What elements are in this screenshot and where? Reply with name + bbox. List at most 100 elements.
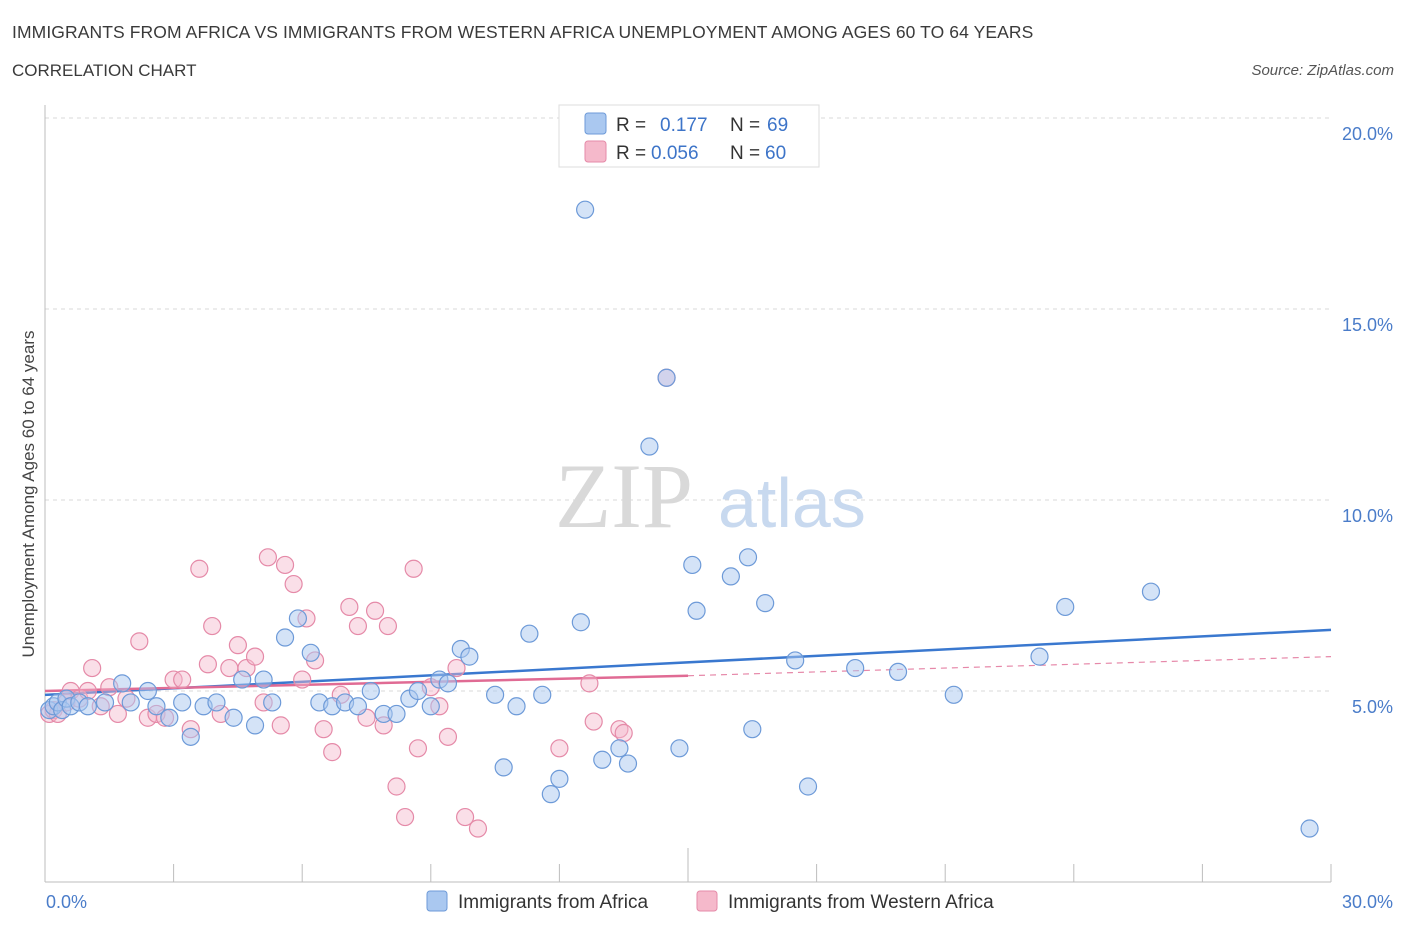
data-point-western-africa: [340, 597, 359, 617]
data-point-africa: [263, 693, 282, 712]
data-point-western-africa: [323, 743, 342, 762]
data-point-western-africa: [83, 658, 102, 678]
data-point-western-africa: [447, 658, 466, 678]
data-point-africa: [888, 662, 908, 682]
data-point-africa: [571, 613, 590, 632]
bottom-legend-western-africa: Immigrants from Western Africa: [728, 892, 994, 913]
data-point-africa: [1141, 582, 1161, 601]
data-point-africa: [687, 601, 706, 620]
y-tick-label: 15.0%: [1342, 315, 1393, 335]
data-point-western-africa: [203, 616, 222, 636]
data-point-africa: [387, 704, 406, 724]
data-point-western-africa: [404, 559, 423, 578]
bottom-legend-africa: Immigrants from Africa: [458, 892, 648, 913]
data-point-africa: [348, 697, 368, 716]
data-point-western-africa: [455, 807, 475, 827]
data-point-africa: [245, 716, 265, 735]
data-point-africa: [756, 594, 775, 613]
data-point-western-africa: [468, 819, 488, 838]
data-point-africa: [670, 739, 689, 758]
watermark-zip: ZIP: [555, 445, 693, 547]
data-point-africa: [541, 785, 560, 804]
legend-r-label-2: R =: [616, 143, 646, 164]
legend-r-value-1: 0.177: [660, 115, 708, 136]
y-tick-label: 10.0%: [1342, 506, 1393, 526]
data-point-africa: [1056, 597, 1075, 617]
legend-swatch-western-africa: [584, 140, 607, 163]
legend-n-label-2: N =: [730, 143, 760, 164]
data-point-western-africa: [284, 574, 303, 594]
data-point-africa: [507, 697, 526, 716]
data-point-africa: [113, 674, 132, 693]
data-point-africa: [173, 693, 192, 712]
data-point-africa: [576, 200, 595, 219]
data-point-western-africa: [130, 632, 149, 651]
data-point-africa: [233, 670, 252, 689]
data-point-western-africa: [387, 777, 406, 796]
data-point-western-africa: [293, 670, 312, 689]
data-point-africa: [657, 368, 676, 387]
source-credit: Source: ZipAtlas.com: [1251, 62, 1394, 79]
data-point-western-africa: [245, 647, 265, 666]
data-point-western-africa: [378, 616, 398, 636]
data-point-africa: [738, 548, 758, 567]
legend-n-label-1: N =: [730, 115, 760, 136]
data-point-africa: [640, 437, 659, 456]
data-point-western-africa: [348, 616, 368, 636]
data-point-africa: [207, 693, 226, 712]
data-point-africa: [160, 708, 179, 727]
bottom-legend-swatch-africa: [426, 890, 448, 912]
legend-n-value-2: 60: [765, 143, 786, 164]
legend-n-value-1: 69: [767, 115, 788, 136]
data-point-africa: [683, 555, 702, 575]
data-point-africa: [181, 727, 200, 746]
data-point-africa: [224, 708, 243, 727]
data-point-western-africa: [173, 670, 192, 689]
data-point-africa: [95, 693, 115, 712]
x-axis-ticks: [173, 848, 1332, 882]
data-point-western-africa: [258, 548, 278, 567]
data-point-western-africa: [614, 723, 633, 743]
series-legend: Immigrants from Africa Immigrants from W…: [426, 890, 994, 913]
data-point-africa: [138, 681, 157, 701]
legend-r-label-1: R =: [616, 115, 646, 136]
data-point-africa: [275, 628, 295, 647]
data-point-africa: [361, 681, 380, 701]
y-tick-labels: 5.0% 10.0% 15.0% 20.0%: [1342, 124, 1393, 717]
data-point-western-africa: [395, 807, 415, 827]
data-point-western-africa: [108, 704, 127, 724]
data-point-africa: [494, 758, 513, 777]
data-point-western-africa: [198, 655, 217, 674]
data-point-western-africa: [365, 601, 385, 620]
series-africa-points: [40, 200, 1319, 838]
data-point-africa: [786, 651, 805, 670]
data-point-africa: [438, 674, 458, 693]
y-tick-label: 20.0%: [1342, 124, 1393, 144]
series-western-africa-points: [40, 368, 676, 838]
data-point-africa: [846, 658, 865, 678]
trend-line-western-africa-extension: [687, 656, 1332, 677]
grid-lines: [45, 117, 1331, 692]
data-point-africa: [147, 697, 166, 716]
data-point-africa: [550, 769, 569, 788]
data-point-western-africa: [580, 674, 599, 693]
data-point-western-africa: [408, 739, 428, 758]
data-point-africa: [421, 697, 440, 716]
data-point-africa: [121, 693, 140, 712]
data-point-western-africa: [190, 559, 209, 578]
legend-swatch-africa: [584, 112, 607, 135]
watermark-atlas: atlas: [718, 464, 866, 542]
x-tick-label-min: 0.0%: [46, 892, 87, 912]
data-point-africa: [533, 685, 552, 704]
data-point-western-africa: [550, 739, 569, 758]
data-point-africa: [944, 685, 963, 704]
data-point-africa: [721, 567, 740, 586]
bottom-legend-swatch-western-africa: [696, 890, 718, 912]
data-point-western-africa: [438, 727, 458, 746]
watermark: ZIP atlas: [555, 445, 866, 547]
data-point-africa: [610, 739, 629, 758]
chart-subtitle: CORRELATION CHART: [12, 61, 197, 80]
data-point-africa: [460, 647, 479, 666]
data-point-africa: [486, 685, 505, 704]
